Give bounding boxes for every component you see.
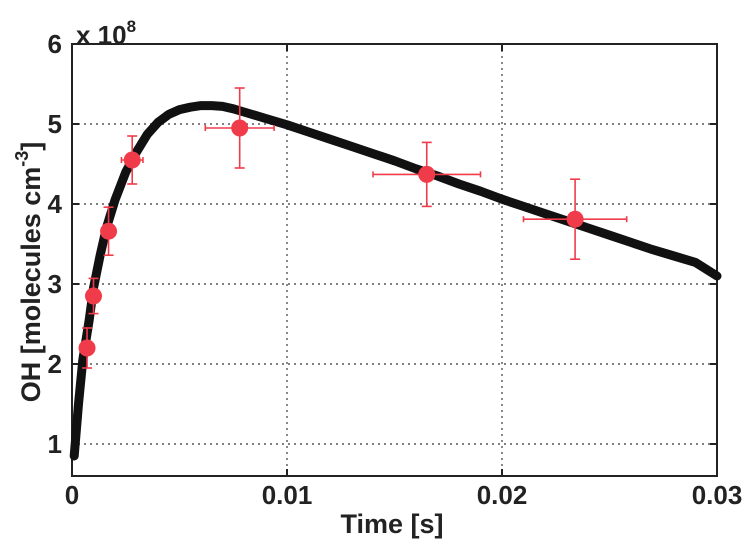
data-marker-6 (566, 210, 584, 228)
y-axis-label-sup: -3 (12, 151, 32, 167)
axis-ticks: 0 0.01 0.02 0.03 1 2 3 4 5 6 (48, 29, 743, 510)
x-tick-label-3: 0.03 (692, 480, 743, 510)
data-point-4 (204, 87, 275, 169)
y-tick-label-1: 2 (48, 349, 62, 379)
plot-border (71, 43, 718, 477)
y-axis-label-main: OH [molecules cm (16, 167, 46, 403)
y-multiplier-base: x 10 (76, 20, 127, 50)
grid (72, 44, 717, 476)
data-marker-0 (78, 339, 96, 357)
data-point-5 (372, 141, 482, 208)
y-tick-label-0: 1 (48, 429, 62, 459)
y-tick-label-5: 6 (48, 29, 62, 59)
x-tick-label-1: 0.01 (262, 480, 313, 510)
data-marker-1 (85, 287, 102, 305)
data-points-layer (78, 87, 628, 369)
model-curve (69, 101, 722, 461)
y-tick-label-2: 3 (48, 269, 62, 299)
data-marker-2 (100, 222, 118, 240)
y-multiplier: x 108 (76, 17, 136, 50)
data-point-0 (78, 327, 96, 369)
data-marker-3 (123, 151, 141, 169)
data-marker-5 (418, 165, 436, 183)
model-curve-layer (69, 101, 722, 461)
data-marker-4 (231, 119, 249, 137)
x-axis-label: Time [s] (340, 509, 443, 539)
data-point-6 (522, 178, 628, 261)
data-point-1 (85, 277, 102, 315)
x-tick-label-0: 0 (65, 480, 79, 510)
y-multiplier-exp: 8 (127, 17, 136, 36)
data-point-2 (100, 206, 118, 256)
y-axis-label-close: ] (16, 142, 46, 151)
y-axis-label: OH [molecules cm-3] (12, 142, 46, 403)
data-point-3 (120, 135, 144, 185)
y-tick-label-4: 5 (48, 109, 62, 139)
plot-frame (71, 43, 718, 477)
x-tick-label-2: 0.02 (477, 480, 528, 510)
y-tick-label-3: 4 (48, 189, 63, 219)
